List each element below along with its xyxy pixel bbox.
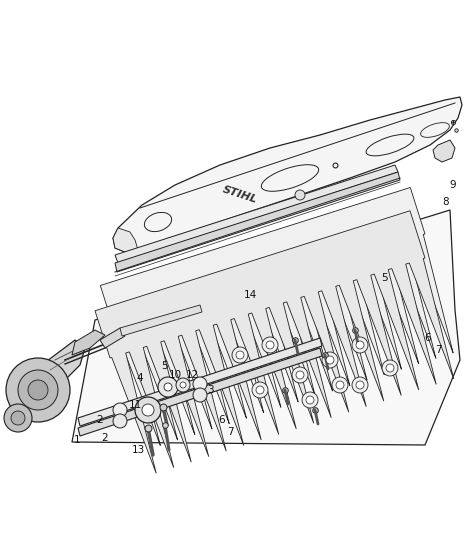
- Circle shape: [4, 404, 32, 432]
- Polygon shape: [78, 348, 322, 436]
- Text: 7: 7: [435, 345, 441, 355]
- Text: 2: 2: [97, 415, 103, 425]
- Text: 2: 2: [102, 433, 109, 443]
- Circle shape: [332, 377, 348, 393]
- Circle shape: [262, 337, 278, 353]
- Polygon shape: [433, 140, 455, 162]
- Circle shape: [306, 396, 314, 404]
- Circle shape: [113, 403, 127, 417]
- Text: 1: 1: [73, 435, 80, 445]
- Circle shape: [18, 370, 58, 410]
- Circle shape: [193, 377, 207, 391]
- Circle shape: [352, 337, 368, 353]
- Text: 3: 3: [207, 385, 213, 395]
- Circle shape: [356, 381, 364, 389]
- Text: 14: 14: [243, 290, 256, 300]
- Circle shape: [135, 397, 161, 423]
- Circle shape: [336, 381, 344, 389]
- Text: 10: 10: [168, 370, 182, 380]
- Circle shape: [113, 414, 127, 428]
- Circle shape: [11, 411, 25, 425]
- Text: 9: 9: [450, 180, 456, 190]
- Circle shape: [326, 356, 334, 364]
- Text: 8: 8: [443, 197, 449, 207]
- Circle shape: [180, 382, 186, 388]
- Circle shape: [142, 404, 154, 416]
- Text: 11: 11: [128, 400, 142, 410]
- Polygon shape: [72, 330, 105, 355]
- Circle shape: [236, 351, 244, 359]
- Text: 7: 7: [227, 427, 233, 437]
- Circle shape: [6, 358, 70, 422]
- Circle shape: [356, 341, 364, 349]
- Text: 6: 6: [219, 415, 225, 425]
- Circle shape: [296, 371, 304, 379]
- Circle shape: [232, 347, 248, 363]
- Polygon shape: [78, 338, 322, 426]
- Text: 13: 13: [131, 445, 145, 455]
- Text: 5: 5: [162, 361, 168, 371]
- Polygon shape: [113, 97, 462, 252]
- Polygon shape: [115, 172, 400, 272]
- Polygon shape: [115, 165, 398, 263]
- Circle shape: [266, 341, 274, 349]
- Circle shape: [164, 383, 172, 391]
- Text: 12: 12: [185, 370, 199, 380]
- Text: 6: 6: [425, 333, 431, 343]
- Polygon shape: [113, 228, 140, 265]
- Polygon shape: [100, 328, 125, 348]
- Circle shape: [158, 377, 178, 397]
- Circle shape: [292, 367, 308, 383]
- Polygon shape: [10, 340, 85, 415]
- Circle shape: [302, 392, 318, 408]
- Polygon shape: [100, 187, 453, 445]
- Polygon shape: [95, 211, 454, 473]
- Circle shape: [295, 190, 305, 200]
- Circle shape: [28, 380, 48, 400]
- Circle shape: [386, 364, 394, 372]
- Circle shape: [193, 388, 207, 402]
- Circle shape: [252, 382, 268, 398]
- Circle shape: [256, 386, 264, 394]
- Circle shape: [176, 378, 190, 392]
- Circle shape: [322, 352, 338, 368]
- Text: STIHL: STIHL: [221, 184, 259, 206]
- Circle shape: [352, 377, 368, 393]
- Polygon shape: [120, 305, 202, 336]
- Polygon shape: [72, 210, 460, 445]
- Text: 5: 5: [382, 273, 388, 283]
- Circle shape: [382, 360, 398, 376]
- Text: 4: 4: [137, 373, 143, 383]
